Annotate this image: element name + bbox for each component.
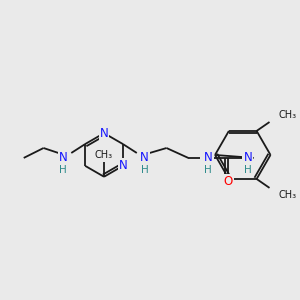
Text: H: H	[141, 165, 148, 175]
Text: CH₃: CH₃	[278, 110, 297, 120]
Text: N: N	[204, 152, 212, 164]
Text: N: N	[140, 152, 149, 164]
Text: CH₃: CH₃	[95, 150, 113, 160]
Text: N: N	[100, 127, 108, 140]
Text: H: H	[244, 165, 252, 175]
Text: H: H	[204, 165, 212, 175]
Text: O: O	[223, 175, 232, 188]
Text: N: N	[59, 152, 68, 164]
Text: CH₃: CH₃	[278, 190, 297, 200]
Text: N: N	[118, 159, 127, 172]
Text: H: H	[59, 165, 67, 175]
Text: N: N	[243, 152, 252, 164]
